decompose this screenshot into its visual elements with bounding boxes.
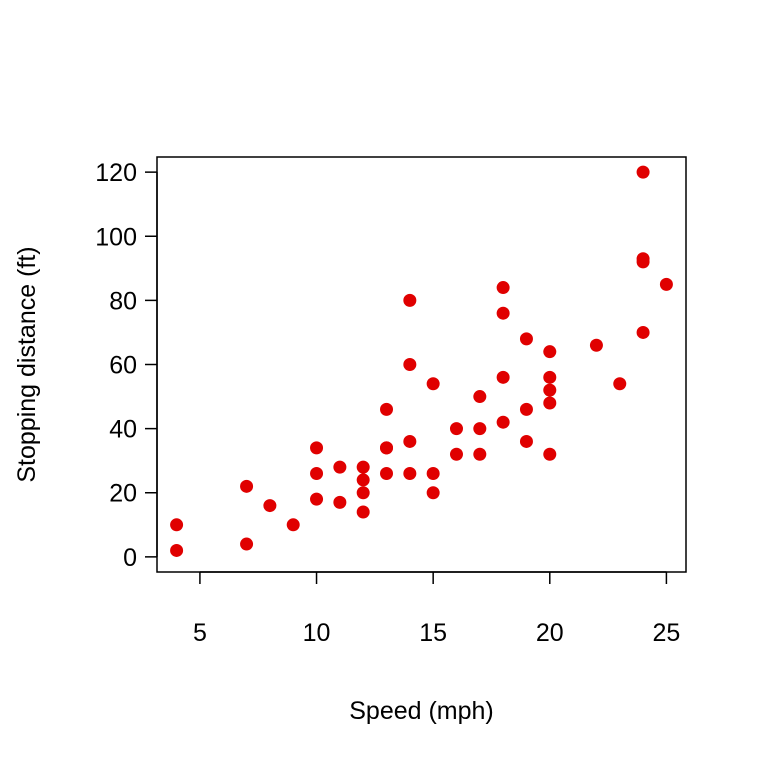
data-point: [496, 306, 510, 320]
data-point: [449, 447, 463, 461]
data-point: [519, 434, 533, 448]
data-point: [473, 422, 487, 436]
x-tick-label: 10: [303, 619, 331, 647]
x-axis: 5 10 15 20 25: [193, 571, 681, 647]
data-point: [333, 495, 347, 509]
y-tick-label: 80: [109, 287, 137, 315]
data-point: [613, 377, 627, 391]
data-points: [170, 165, 673, 557]
x-tick-label: 5: [193, 619, 207, 647]
data-point: [380, 467, 394, 481]
data-point: [356, 460, 370, 474]
data-point: [310, 492, 324, 506]
x-axis-label: Speed (mph): [349, 697, 494, 725]
data-point: [170, 518, 184, 532]
data-point: [449, 422, 463, 436]
data-point: [543, 383, 557, 397]
x-tick-label: 20: [536, 619, 564, 647]
x-tick-label: 15: [419, 619, 447, 647]
data-point: [380, 441, 394, 455]
y-axis-label: Stopping distance (ft): [13, 246, 41, 482]
data-point: [403, 467, 417, 481]
data-point: [426, 467, 440, 481]
data-point: [496, 281, 510, 295]
data-point: [356, 505, 370, 519]
data-point: [286, 518, 300, 532]
data-point: [589, 338, 603, 352]
data-point: [519, 332, 533, 346]
data-point: [426, 486, 440, 500]
plot-frame: [156, 156, 687, 573]
data-point: [170, 543, 184, 557]
data-point: [636, 252, 650, 266]
data-point: [356, 486, 370, 500]
data-point: [473, 390, 487, 404]
data-point: [240, 537, 254, 551]
y-tick-label: 100: [95, 223, 137, 251]
data-point: [310, 441, 324, 455]
data-point: [380, 402, 394, 416]
y-tick-label: 60: [109, 352, 137, 380]
data-point: [403, 434, 417, 448]
data-point: [543, 370, 557, 384]
data-point: [356, 473, 370, 487]
y-tick-label: 20: [109, 480, 137, 508]
data-point: [496, 370, 510, 384]
y-tick-label: 40: [109, 416, 137, 444]
data-point: [263, 499, 277, 513]
data-point: [240, 479, 254, 493]
data-point: [403, 293, 417, 307]
y-tick-label: 0: [123, 544, 137, 572]
x-tick-label: 25: [653, 619, 681, 647]
data-point: [403, 358, 417, 371]
data-point: [543, 345, 557, 359]
data-point: [426, 377, 440, 391]
data-point: [543, 447, 557, 461]
data-point: [496, 415, 510, 429]
data-point: [636, 325, 650, 339]
y-axis: 0 20 40 60 80 100 120: [95, 159, 158, 572]
data-point: [659, 277, 673, 291]
data-point: [543, 396, 557, 410]
data-point: [333, 460, 347, 474]
data-point: [473, 447, 487, 461]
data-point: [519, 402, 533, 416]
data-point: [310, 467, 324, 481]
data-point: [636, 165, 650, 179]
y-tick-label: 120: [95, 159, 137, 187]
